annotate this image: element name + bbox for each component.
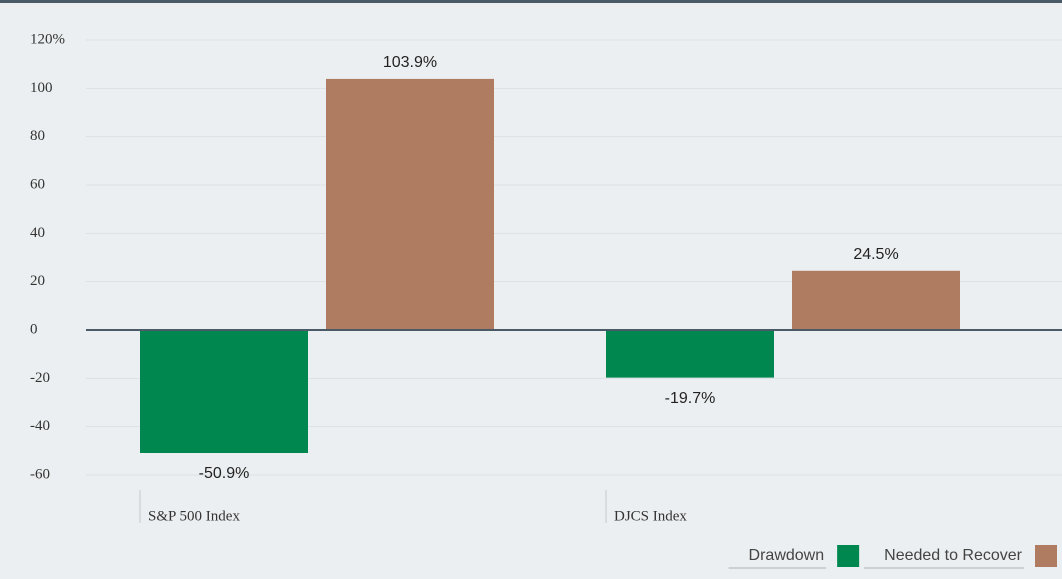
y-tick-label: 20 — [30, 273, 45, 289]
bar — [326, 78, 494, 331]
y-tick-label: -60 — [30, 466, 50, 482]
data-label: 24.5% — [853, 246, 898, 263]
y-tick-label: 0 — [30, 321, 38, 337]
y-tick-label: 80 — [30, 128, 45, 144]
data-label: -19.7% — [665, 390, 716, 407]
top-border — [0, 0, 1062, 3]
y-tick-label: -20 — [30, 370, 50, 386]
y-tick-label: 120% — [30, 31, 65, 47]
bar — [792, 270, 960, 330]
y-tick-label: -40 — [30, 418, 50, 434]
y-tick-label: 100 — [30, 80, 53, 96]
bar — [606, 330, 774, 378]
data-label: 103.9% — [383, 54, 437, 71]
legend-swatch — [1035, 545, 1057, 567]
legend-label: Needed to Recover — [884, 547, 1023, 564]
data-label: -50.9% — [199, 465, 250, 482]
bar — [140, 330, 308, 454]
y-tick-label: 40 — [30, 225, 45, 241]
x-tick-label: DJCS Index — [614, 508, 687, 524]
legend-swatch — [837, 545, 860, 567]
x-tick-label: S&P 500 Index — [148, 508, 240, 524]
y-tick-label: 60 — [30, 176, 45, 192]
legend-label: Drawdown — [749, 547, 825, 564]
